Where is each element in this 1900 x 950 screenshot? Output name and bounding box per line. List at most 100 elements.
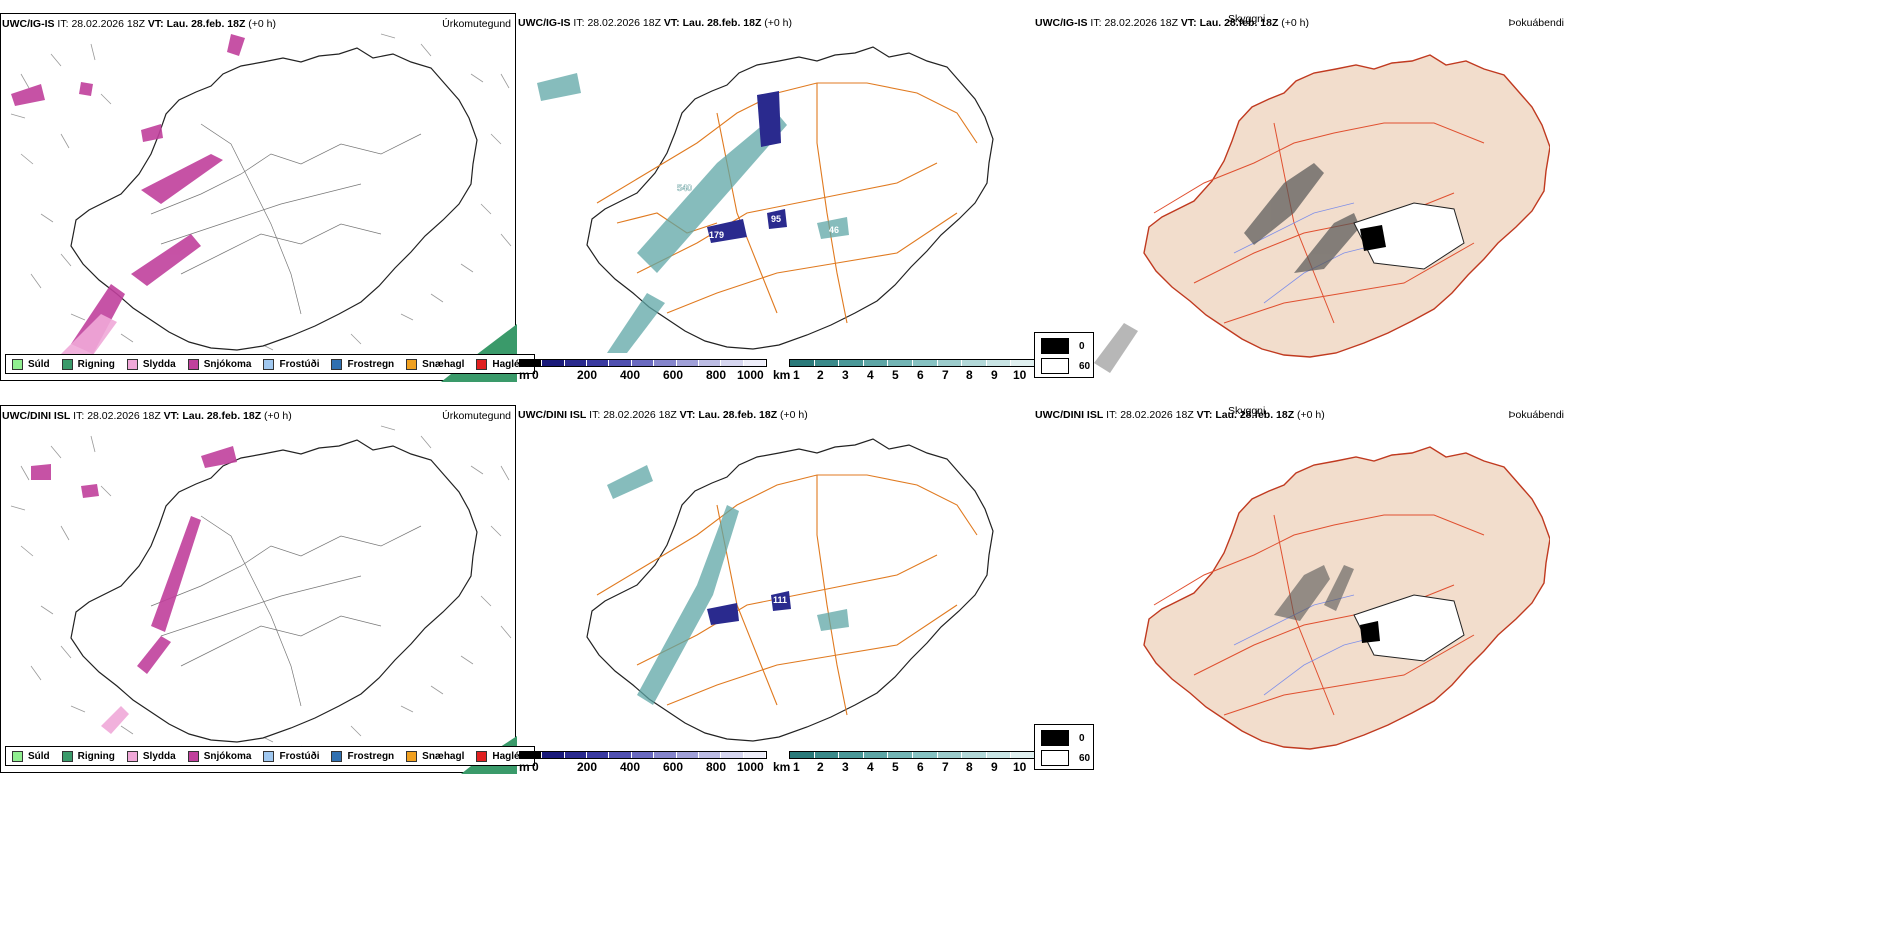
fog-legend: 0 60 [1034,724,1094,770]
panel-header: UWC/IG-IS IT: 28.02.2026 18Z VT: Lau. 28… [1035,17,1310,29]
panel-header: UWC/IG-IS IT: 28.02.2026 18Z VT: Lau. 28… [518,17,793,29]
ceiling-tick: 600 [663,760,684,774]
ceiling-tick: 0 [532,368,539,382]
legend-item: Snæhagl [406,358,464,370]
ceiling-tick: 1000 [737,760,764,774]
visibility-colorbar: km 1 2 3 4 5 6 7 8 9 10 [773,359,1037,382]
visibility-tick: 10 [1013,760,1027,774]
visibility-tick: 5 [892,368,899,382]
fog-legend: 0 60 [1034,332,1094,378]
legend-item: Frostregn [331,750,394,762]
panel-title: Úrkomutegund [442,18,511,30]
legend-item: Súld [12,750,50,762]
visibility-tick: 6 [917,368,924,382]
ceiling-value: 497 [659,197,674,207]
legend-swatch [263,750,275,762]
visibility-tick: 8 [966,760,973,774]
cloud-panel-row2: UWC/DINI ISL IT: 28.02.2026 18Z VT: Lau.… [517,405,1037,774]
visibility-tick: 4 [867,368,874,382]
legend-item: Frostúði [263,358,319,370]
legend-swatch [187,358,199,370]
ceiling-unit: m [519,760,530,774]
fog-map [1143,446,1550,750]
legend-swatch [126,358,138,370]
legend-swatch [126,750,138,762]
legend-swatch [61,750,73,762]
precip-map [10,425,517,774]
ceiling-tick: 600 [663,368,684,382]
visibility-tick: 2 [817,368,824,382]
panel-header: UWC/DINI ISL IT: 28.02.2026 18Z VT: Lau.… [518,409,808,421]
legend-swatch [12,358,23,370]
precip-panel-row2: UWC/DINI ISL IT: 28.02.2026 18Z VT: Lau.… [0,405,536,774]
ceiling-unit: m [519,368,530,382]
cloud-panel-title: Skyggni [1228,405,1266,417]
ceiling-colorbar: m 0 200 400 600 800 1000 [519,751,767,774]
ceiling-tick: 400 [620,760,641,774]
panel-header: UWC/DINI ISL IT: 28.02.2026 18Z VT: Lau.… [1035,409,1325,421]
legend-item: Rigning [61,358,115,370]
visibility-tick: 1 [793,368,800,382]
legend-item: Rigning [61,750,115,762]
ceiling-tick: 0 [532,760,539,774]
ceiling-tick: 800 [706,760,727,774]
visibility-colorbar-strip [789,751,1037,759]
panel-title: Þokuábendi [1508,409,1564,421]
visibility-tick: 1 [793,760,800,774]
legend-item: Slydda [126,358,176,370]
legend-swatch [331,750,343,762]
fog-legend-swatch [1041,750,1069,766]
ceiling-tick: 1000 [737,368,764,382]
ceiling-value: 133 [783,151,798,161]
fog-legend-swatch [1041,338,1069,354]
fog-legend-swatch [1041,358,1069,374]
legend-swatch [331,358,343,370]
cloud-map: 540 497 179 95 46 133 [537,46,994,353]
ceiling-value: 252 [659,581,674,591]
legend-swatch [406,358,418,370]
panel-header: UWC/IG-IS IT: 28.02.2026 18Z VT: Lau. 28… [2,18,277,30]
legend-swatch [187,750,199,762]
visibility-colorbar-strip [789,359,1037,367]
ceiling-value: 179 [709,230,724,240]
legend-item: Haglél [476,750,522,762]
legend-swatch [61,358,73,370]
visibility-tick: 4 [867,760,874,774]
ceiling-value: 540 [677,183,692,193]
visibility-tick: 7 [942,760,949,774]
ceiling-colorbar-strip [519,359,767,367]
visibility-tick: 3 [842,760,849,774]
visibility-unit: km [773,760,791,774]
precip-type-legend: Súld Rigning Slydda Snjókoma Frostúði Fr… [5,354,536,374]
legend-item: Slydda [126,750,176,762]
legend-item: Haglél [476,358,522,370]
ceiling-tick: 400 [620,368,641,382]
cloud-panel-row1: UWC/IG-IS IT: 28.02.2026 18Z VT: Lau. 28… [517,13,1037,382]
legend-swatch [406,750,418,762]
visibility-tick: 2 [817,760,824,774]
fog-panel-row2: UWC/DINI ISL IT: 28.02.2026 18Z VT: Lau.… [1034,405,1564,773]
fog-legend-swatch [1041,730,1069,746]
visibility-colorbar: km 1 2 3 4 5 6 7 8 9 10 [773,751,1037,774]
panel-title: Þokuábendi [1508,17,1564,29]
precip-panel-row1: UWC/IG-IS IT: 28.02.2026 18Z VT: Lau. 28… [0,13,536,382]
precip-type-legend: Súld Rigning Slydda Snjókoma Frostúði Fr… [5,746,536,766]
ceiling-value: 46 [829,225,839,235]
ceiling-colorbar-strip [519,751,767,759]
ceiling-value: 95 [771,214,781,224]
legend-item: Súld [12,358,50,370]
legend-swatch [476,750,488,762]
cloud-map: 313 252 111 33 [586,438,994,742]
panel-header: UWC/DINI ISL IT: 28.02.2026 18Z VT: Lau.… [2,410,292,422]
legend-item: Frostúði [263,750,319,762]
ceiling-tick: 200 [577,368,598,382]
visibility-tick: 5 [892,760,899,774]
legend-item: Frostregn [331,358,394,370]
precip-map [10,33,517,382]
visibility-unit: km [773,368,791,382]
visibility-tick: 9 [991,760,998,774]
visibility-tick: 8 [966,368,973,382]
ceiling-value: 33 [677,567,687,577]
visibility-tick: 10 [1013,368,1027,382]
legend-item: Snjókoma [187,358,251,370]
